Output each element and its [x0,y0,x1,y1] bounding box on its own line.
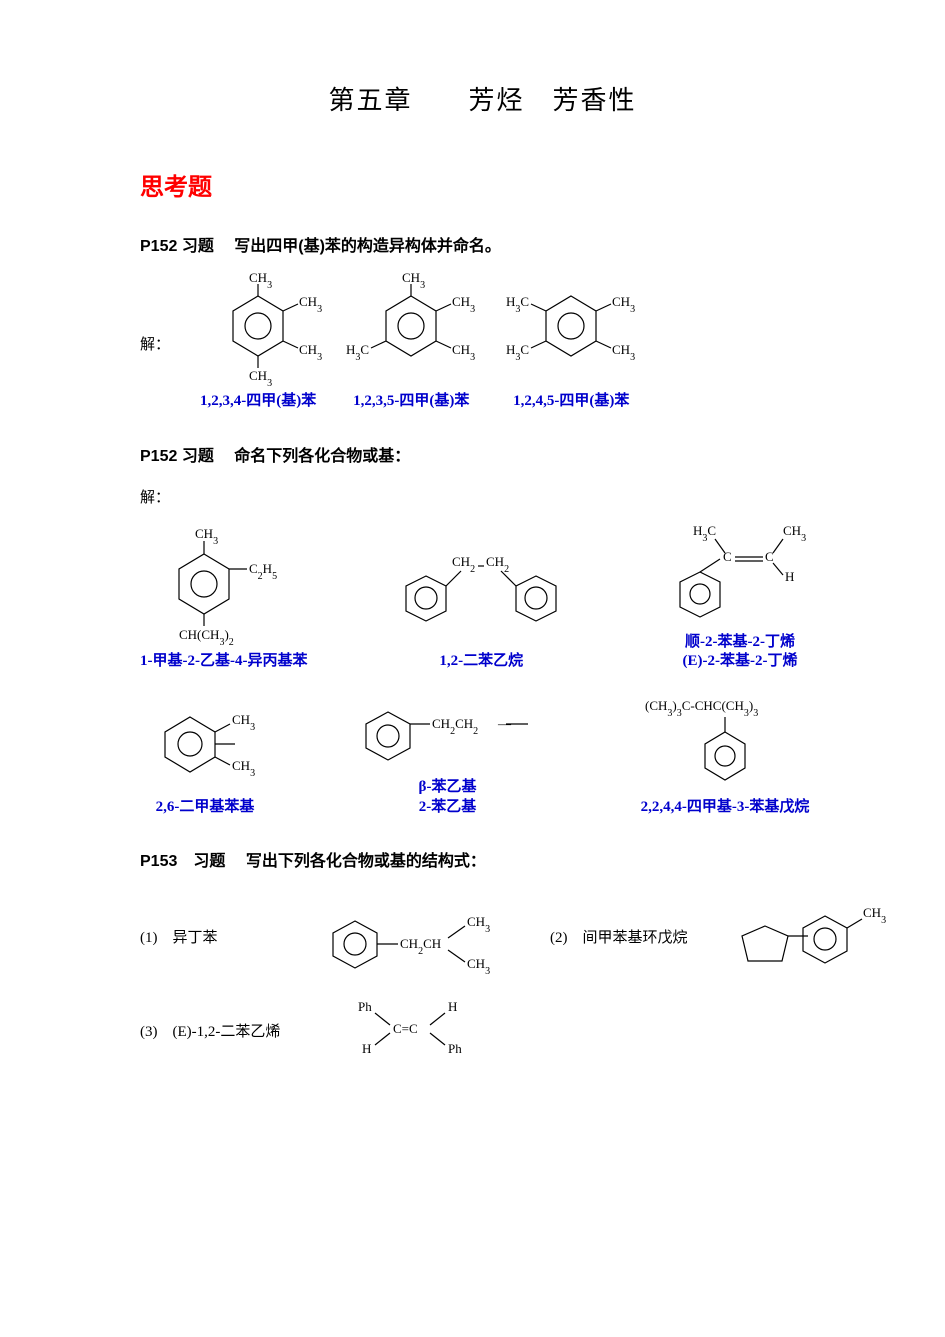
caption-b1: 1-甲基-2-乙基-4-异丙基苯 [140,652,307,672]
svg-text:CH3: CH3 [467,914,490,935]
svg-text:CH2CH2: CH2CH2 [432,716,478,737]
svg-text:H: H [448,999,457,1014]
struct-p153-2: CH3 [730,891,890,981]
caption-b2: 1,2-二苯乙烷 [439,652,523,672]
p152a-heading: P152 习题 写出四甲(基)苯的构造异构体并命名。 [140,232,825,256]
svg-text:H: H [362,1041,371,1056]
svg-text:Ph: Ph [358,999,372,1014]
p153-item-1: (1) 异丁苯 CH2CH CH3 CH3 (2) 间甲苯基环戊烷 [140,891,825,981]
caption-1245: 1,2,4,5-四甲(基)苯 [513,392,629,412]
svg-text:C=C: C=C [393,1021,418,1036]
structure-1245: CH3 CH3 H3C H3C [506,276,636,386]
svg-text:CH3: CH3 [612,342,635,363]
compound-b5: CH2CH2 — β-苯乙基 2-苯乙基 [348,692,548,817]
caption-b5: β-苯乙基 2-苯乙基 [419,778,477,817]
svg-text:CH2: CH2 [486,554,509,575]
svg-text:CH3: CH3 [402,270,425,291]
caption-b4: 2,6-二甲基苯基 [156,798,255,818]
isomer-3: CH3 CH3 H3C H3C 1,2,4,5-四甲(基)苯 [506,276,636,412]
svg-text:H: H [785,569,794,584]
svg-text:(CH3)3C-CHC(CH3)3: (CH3)3C-CHC(CH3)3 [645,698,758,719]
compound-b6: (CH3)3C-CHC(CH3)3 2,2,4,4-四甲基-3-苯基戊烷 [625,692,825,818]
struct-b5: CH2CH2 — [348,692,548,772]
compound-b2: CH2 CH2 1,2-二苯乙烷 [386,536,576,672]
svg-text:C: C [765,549,774,564]
caption-b6: 2,2,4,4-四甲基-3-苯基戊烷 [641,798,810,818]
caption-1235: 1,2,3,5-四甲(基)苯 [353,392,469,412]
struct-b2: CH2 CH2 [386,536,576,646]
struct-b4: CH3 CH3 [140,692,270,792]
svg-text:CH2: CH2 [452,554,475,575]
svg-text:Ph: Ph [448,1041,462,1056]
svg-text:—: — [497,716,512,731]
p152b-solve: 解： [140,486,825,507]
p152b-heading: P152 习题 命名下列各化合物或基： [140,442,825,466]
p153-item-3: (3) (E)-1,2-二苯乙烯 C=C Ph H H Ph [140,995,825,1065]
svg-text:CH3: CH3 [612,294,635,315]
isomer-2: CH3 CH3 CH3 H3C 1,2,3,5-四甲(基)苯 [346,276,476,412]
svg-text:H3C: H3C [693,523,716,544]
caption-1234: 1,2,3,4-四甲(基)苯 [200,392,316,412]
structure-1234: CH3 CH3 CH3 CH3 [203,276,313,386]
struct-b6: (CH3)3C-CHC(CH3)3 [625,692,825,792]
svg-text:H3C: H3C [506,294,529,315]
svg-text:CH3: CH3 [249,368,272,389]
section-header: 思考题 [140,167,825,202]
p153-heading: P153 习题 写出下列各化合物或基的结构式： [140,847,825,871]
svg-text:CH3: CH3 [299,342,322,363]
svg-text:CH3: CH3 [452,342,475,363]
svg-text:CH3: CH3 [783,523,806,544]
compound-b3: C C H3C CH3 H 顺-2-苯基-2-丁烯 (E)-2-苯基-2-丁烯 [655,517,825,672]
svg-text:H3C: H3C [346,342,369,363]
svg-text:CH3: CH3 [249,270,272,291]
struct-p153-1: CH2CH CH3 CH3 [320,896,500,976]
struct-p153-3: C=C Ph H H Ph [320,995,500,1065]
compound-b4: CH3 CH3 2,6-二甲基苯基 [140,692,270,818]
svg-text:CH3: CH3 [467,956,490,977]
compound-b1: CH3 C2H5 CH(CH3)2 1-甲基-2-乙基-4-异丙基苯 [140,526,307,672]
svg-text:C2H5: C2H5 [249,561,277,582]
svg-text:H3C: H3C [506,342,529,363]
svg-text:C: C [723,549,732,564]
p152a-solve: 解： [140,333,170,354]
isomer-1: CH3 CH3 CH3 CH3 1,2,3,4-四甲(基)苯 [200,276,316,412]
svg-text:CH3: CH3 [232,758,255,779]
svg-text:CH3: CH3 [452,294,475,315]
caption-b3: 顺-2-苯基-2-丁烯 (E)-2-苯基-2-丁烯 [682,633,797,672]
svg-text:CH3: CH3 [299,294,322,315]
svg-text:CH(CH3)2: CH(CH3)2 [179,627,234,648]
struct-b1: CH3 C2H5 CH(CH3)2 [149,526,299,646]
svg-text:CH3: CH3 [232,712,255,733]
svg-text:CH3: CH3 [195,526,218,547]
struct-b3: C C H3C CH3 H [655,517,825,627]
svg-text:CH3: CH3 [863,905,886,926]
structure-1235: CH3 CH3 CH3 H3C [346,276,476,386]
chapter-title: 第五章 芳烃 芳香性 [140,80,825,117]
svg-text:CH2CH: CH2CH [400,936,441,957]
